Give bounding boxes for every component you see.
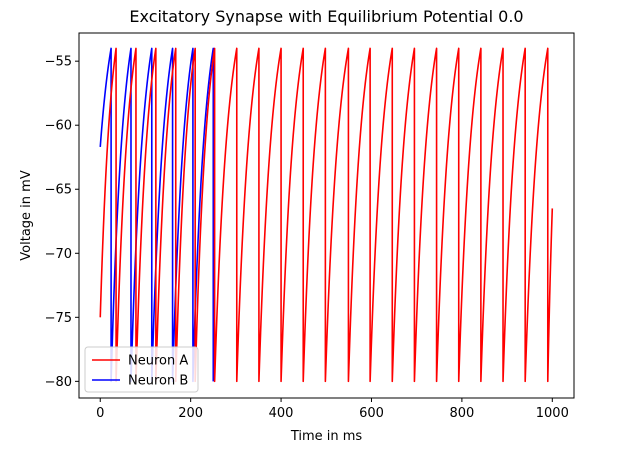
legend-entry: Neuron B [128,374,188,389]
x-tick-label: 200 [178,406,203,421]
y-tick-label: −55 [45,55,72,70]
y-axis: −80 −75 −70 −65 −60 −55 [45,55,79,390]
x-tick-label: 1000 [536,406,569,421]
x-tick-label: 0 [96,406,104,421]
x-tick-label: 400 [269,406,294,421]
series-line-neuron-a [99,47,554,383]
y-tick-label: −70 [45,247,72,262]
y-tick-label: −75 [45,311,72,326]
x-axis-label: Time in ms [290,429,363,444]
y-tick-label: −65 [45,183,72,198]
y-axis-label: Voltage in mV [19,170,34,261]
x-axis: 0 200 400 600 800 1000 [96,398,569,421]
axes-frame [78,32,575,399]
y-tick-label: −80 [45,375,72,390]
y-tick-label: −60 [45,119,72,134]
x-tick-label: 800 [449,406,474,421]
x-tick-label: 600 [359,406,384,421]
legend: Neuron A Neuron B [84,346,199,393]
legend-entry: Neuron A [128,354,188,369]
chart-title: Excitatory Synapse with Equilibrium Pote… [129,7,523,26]
